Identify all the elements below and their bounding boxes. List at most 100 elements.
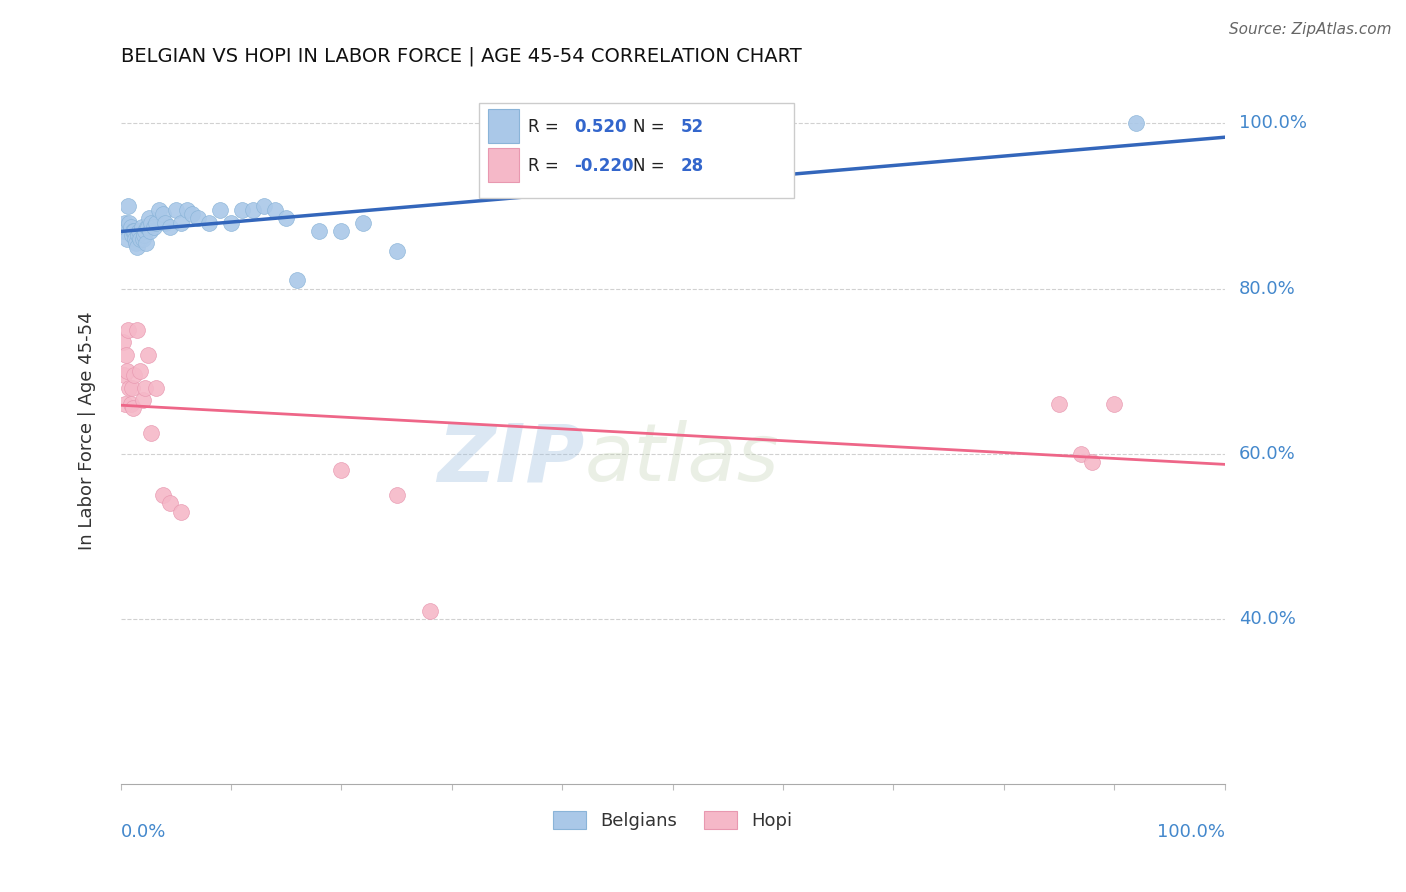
Point (118, 381, 141, 395)
Point (170, 215, 193, 229)
Point (145, 381, 167, 395)
Point (285, 273, 308, 287)
Point (181, 207, 204, 221)
Point (112, 219, 135, 234)
Point (152, 488, 174, 502)
Point (1047, 397, 1070, 411)
Text: ZIP: ZIP (437, 420, 585, 499)
Text: atlas: atlas (585, 420, 779, 499)
Point (330, 224, 353, 238)
Point (114, 215, 136, 229)
Text: 0.520: 0.520 (575, 119, 627, 136)
Point (159, 219, 181, 234)
Text: BELGIAN VS HOPI IN LABOR FORCE | AGE 45-54 CORRELATION CHART: BELGIAN VS HOPI IN LABOR FORCE | AGE 45-… (121, 46, 801, 66)
Text: 60.0%: 60.0% (1239, 445, 1295, 463)
Point (145, 215, 167, 229)
Text: 40.0%: 40.0% (1239, 610, 1295, 628)
Point (124, 232, 146, 246)
Text: N =: N = (633, 119, 669, 136)
Point (385, 244, 408, 259)
Text: -0.220: -0.220 (575, 157, 634, 175)
Point (122, 368, 145, 383)
Point (385, 488, 408, 502)
Point (111, 335, 134, 350)
Point (121, 401, 143, 416)
Point (117, 199, 139, 213)
Point (187, 211, 209, 226)
Point (231, 203, 253, 218)
Point (112, 368, 135, 383)
Point (242, 203, 264, 218)
Point (153, 215, 176, 229)
Point (131, 232, 153, 246)
Y-axis label: In Labor Force | Age 45-54: In Labor Force | Age 45-54 (79, 312, 96, 550)
Point (141, 426, 163, 441)
Point (136, 348, 159, 362)
Point (134, 381, 156, 395)
FancyBboxPatch shape (488, 148, 519, 182)
Point (115, 232, 138, 246)
Point (176, 203, 198, 218)
Point (138, 211, 160, 226)
Point (135, 236, 157, 251)
Point (198, 215, 221, 229)
Point (118, 215, 141, 229)
Point (120, 219, 142, 234)
Point (115, 348, 138, 362)
Point (208, 203, 231, 218)
Legend: Belgians, Hopi: Belgians, Hopi (544, 802, 801, 839)
Point (131, 219, 153, 234)
Point (253, 199, 276, 213)
Point (264, 203, 287, 218)
Text: 52: 52 (681, 119, 703, 136)
Text: R =: R = (529, 119, 564, 136)
Point (136, 219, 159, 234)
Point (111, 224, 134, 238)
Point (120, 397, 142, 411)
Point (219, 215, 242, 229)
Point (1104, 397, 1126, 411)
Point (148, 203, 170, 218)
Point (419, 604, 441, 618)
Point (1081, 455, 1104, 469)
Point (121, 227, 143, 242)
Point (128, 224, 150, 238)
Point (141, 215, 163, 229)
Point (276, 211, 298, 226)
Point (125, 236, 148, 251)
Text: 100.0%: 100.0% (1239, 114, 1306, 132)
Point (134, 224, 156, 238)
Text: Source: ZipAtlas.com: Source: ZipAtlas.com (1229, 22, 1392, 37)
Text: N =: N = (633, 157, 669, 175)
Point (1125, 116, 1147, 130)
Text: 80.0%: 80.0% (1239, 279, 1295, 298)
Text: 0.0%: 0.0% (121, 823, 166, 841)
Point (131, 393, 153, 408)
Point (139, 224, 162, 238)
Point (132, 227, 155, 242)
Point (152, 207, 174, 221)
Point (115, 364, 138, 378)
Point (129, 364, 152, 378)
Point (115, 224, 138, 238)
Text: R =: R = (529, 157, 564, 175)
Text: 100.0%: 100.0% (1157, 823, 1225, 841)
FancyBboxPatch shape (488, 109, 519, 143)
Text: 28: 28 (681, 157, 703, 175)
Point (114, 397, 136, 411)
Point (1070, 447, 1092, 461)
Point (308, 224, 330, 238)
Point (121, 381, 143, 395)
Point (170, 505, 193, 519)
Point (121, 224, 143, 238)
FancyBboxPatch shape (479, 103, 794, 198)
Point (165, 203, 187, 218)
Point (159, 496, 181, 510)
Point (129, 232, 152, 246)
Point (330, 463, 353, 477)
Point (122, 224, 145, 238)
Point (127, 323, 149, 337)
Point (353, 215, 375, 229)
Point (142, 219, 165, 234)
Point (127, 227, 149, 242)
